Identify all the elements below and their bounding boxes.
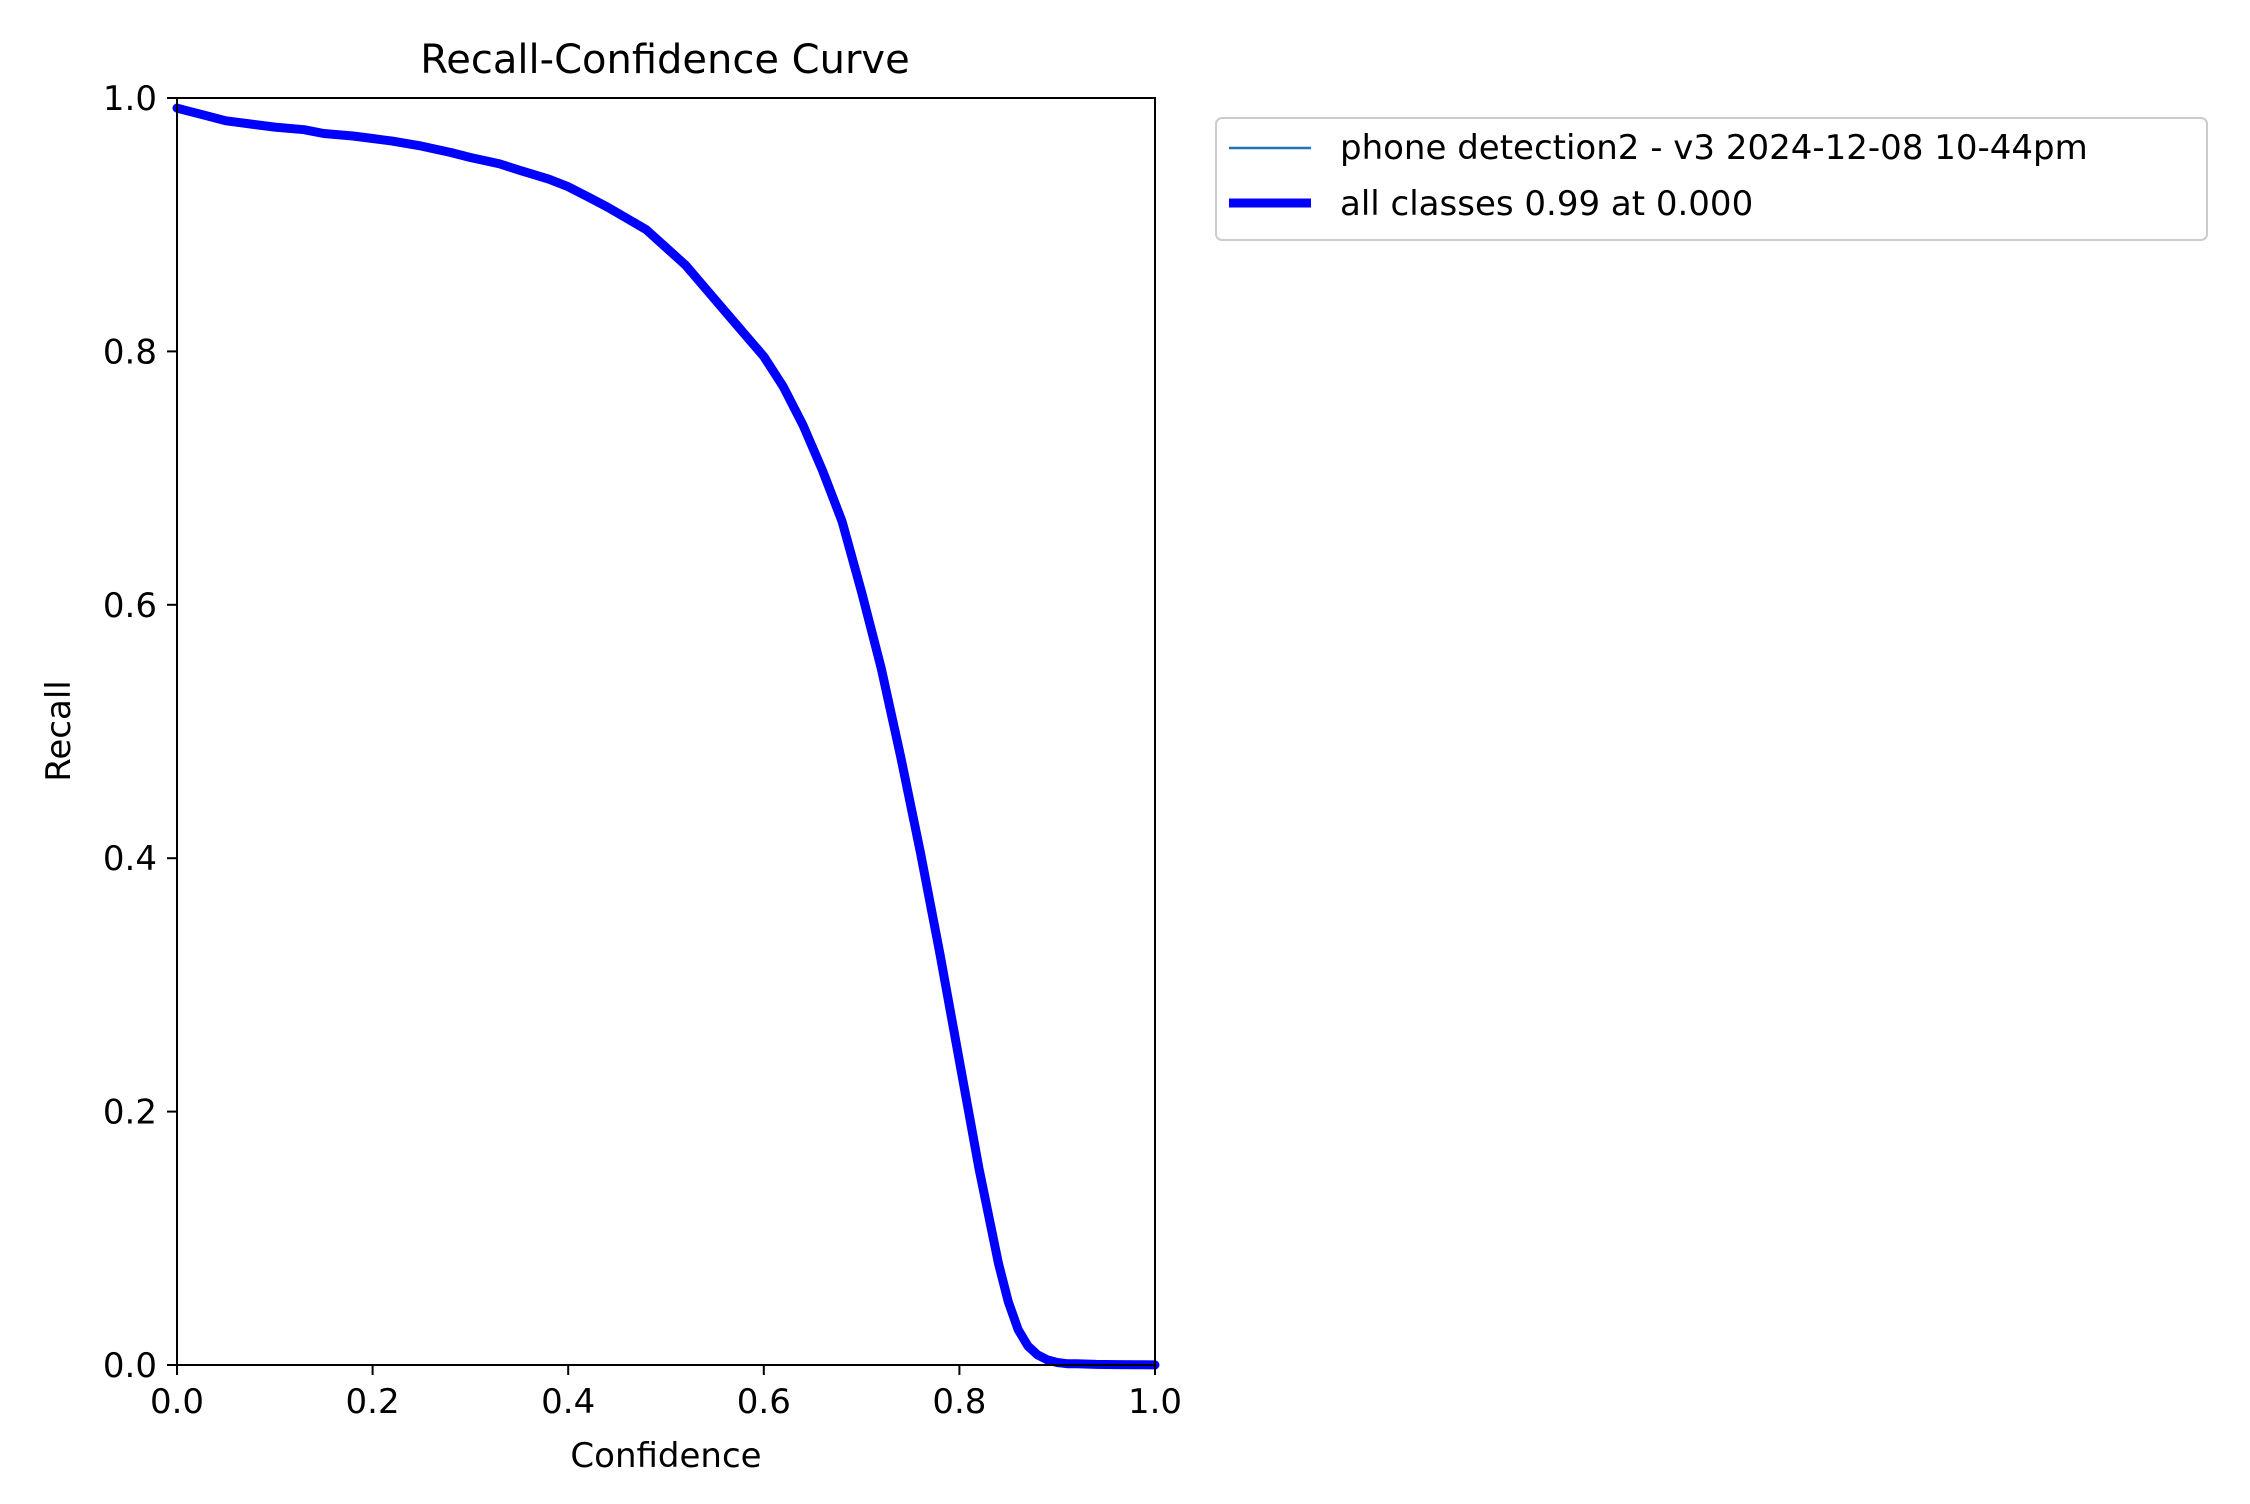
- y-tick-label: 1.0: [103, 79, 157, 119]
- x-tick-label: 0.6: [737, 1382, 791, 1422]
- x-tick-label: 0.0: [150, 1382, 204, 1422]
- series-line-1: [175, 106, 1157, 1367]
- x-tick-label: 0.2: [346, 1382, 400, 1422]
- y-axis-ticks: 0.0 0.2 0.4 0.6 0.8 1.0: [103, 79, 177, 1386]
- legend-label-series-2: all classes 0.99 at 0.000: [1340, 184, 1753, 224]
- chart-title: Recall-Confidence Curve: [420, 37, 909, 83]
- x-tick-label: 0.8: [932, 1382, 986, 1422]
- y-tick-label: 0.0: [103, 1346, 157, 1386]
- legend: phone detection2 - v3 2024-12-08 10-44pm…: [1215, 117, 2208, 241]
- x-tick-label: 1.0: [1128, 1382, 1182, 1422]
- y-tick-label: 0.2: [103, 1093, 157, 1133]
- legend-label-series-1: phone detection2 - v3 2024-12-08 10-44pm: [1340, 128, 2088, 168]
- x-axis-ticks: 0.0 0.2 0.4 0.6 0.8 1.0: [150, 1365, 1182, 1422]
- plot-area: [172, 97, 1160, 1370]
- series-layer: [172, 103, 1160, 1370]
- legend-box: [1215, 117, 2208, 241]
- y-tick-label: 0.8: [103, 332, 157, 372]
- y-tick-label: 0.6: [103, 586, 157, 626]
- y-tick-label: 0.4: [103, 839, 157, 879]
- y-axis-label: Recall: [39, 680, 79, 781]
- series-line-2: [172, 103, 1160, 1370]
- plot-frame: [176, 97, 1156, 1366]
- x-tick-label: 0.4: [541, 1382, 595, 1422]
- x-axis-label: Confidence: [570, 1436, 761, 1476]
